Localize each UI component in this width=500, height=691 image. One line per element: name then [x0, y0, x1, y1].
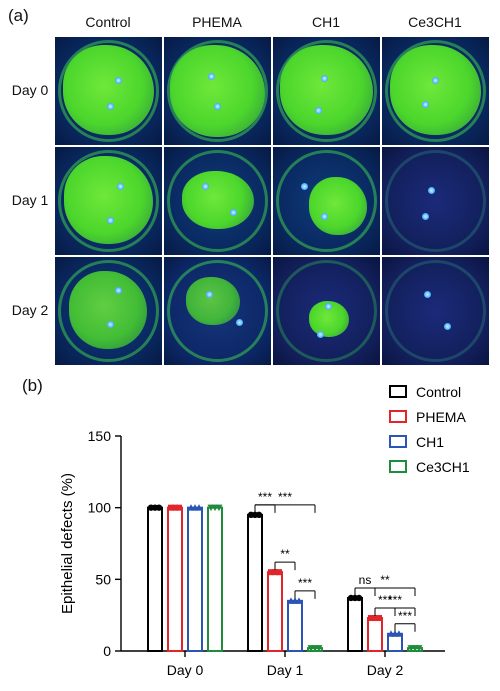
- legend-swatch: [389, 410, 407, 423]
- y-tick-label: 150: [88, 428, 112, 444]
- eye-photo-ch1-day1: [273, 147, 380, 255]
- data-point: [315, 645, 323, 652]
- significance-label: **: [280, 547, 290, 561]
- eye-photo-ce3ch1-day2: [382, 257, 489, 365]
- data-point: [195, 504, 203, 511]
- bar-control: [347, 596, 363, 652]
- legend-item-control: Control: [389, 384, 461, 400]
- eye-photo-ch1-day0: [273, 37, 380, 145]
- panel-a-label: (a): [8, 6, 29, 25]
- bar-phema: [167, 506, 183, 652]
- significance-bracket: ***: [374, 593, 396, 617]
- legend-label: PHEMA: [416, 409, 466, 425]
- eye-photo-phema-day1: [164, 147, 271, 255]
- significance-bracket: **: [354, 573, 416, 596]
- y-tick-label: 100: [88, 500, 112, 516]
- significance-annotations: *** ******** ns ***********: [254, 490, 416, 632]
- data-point: [215, 504, 223, 512]
- bar-phema: [367, 617, 383, 653]
- bar-control: [147, 506, 163, 652]
- legend-item-ch1: CH1: [389, 434, 444, 450]
- eye-photo-phema-day0: [164, 37, 271, 145]
- eye-photo-control-day1: [55, 147, 162, 255]
- legend-label: Ce3CH1: [416, 459, 470, 475]
- significance-bracket: ***: [294, 576, 316, 599]
- bar-ch1: [287, 599, 303, 652]
- x-tick-label: Day 0: [167, 662, 204, 678]
- x-tick-label: Day 2: [367, 662, 404, 678]
- bar-chart-epithelial-defects: 0 50 100 150 Epithelial defects (%) Day 0 Day …: [59, 384, 470, 678]
- eye-photo-phema-day2: [164, 257, 271, 365]
- legend-label: Control: [416, 384, 461, 400]
- legend-item-phema: PHEMA: [389, 409, 466, 425]
- significance-label: ns: [359, 573, 372, 587]
- data-point: [276, 569, 282, 576]
- bar-ch1: [187, 506, 203, 652]
- column-header-ce3ch1: Ce3CH1: [408, 14, 462, 30]
- significance-bracket: **: [274, 547, 296, 571]
- data-point: [272, 569, 278, 576]
- significance-bracket: ns: [354, 573, 376, 596]
- data-point: [255, 511, 263, 519]
- legend-label: CH1: [416, 434, 444, 450]
- y-axis-label: Epithelial defects (%): [59, 473, 76, 614]
- significance-label: ***: [378, 593, 392, 607]
- data-point: [176, 504, 182, 511]
- data-point: [395, 630, 403, 637]
- significance-label: **: [380, 573, 390, 587]
- significance-bracket: ***: [254, 490, 316, 513]
- legend-swatch: [389, 460, 407, 473]
- row-header-day2: Day 2: [11, 302, 49, 318]
- eye-photo-ch1-day2: [273, 257, 380, 365]
- bar-ce3ch1: [207, 506, 223, 652]
- eye-photo-control-day0: [55, 37, 162, 145]
- eye-photo-ce3ch1-day1: [382, 147, 489, 255]
- chart-legend: Control PHEMA CH1 Ce3CH1: [389, 384, 470, 475]
- data-point: [415, 645, 423, 652]
- legend-swatch: [389, 385, 407, 398]
- column-header-control: Control: [85, 14, 131, 30]
- significance-bracket: ***: [394, 609, 416, 632]
- eye-photo-control-day2: [55, 257, 162, 365]
- significance-label: ***: [298, 576, 312, 590]
- panel-b-label: (b): [22, 376, 43, 395]
- significance-label: ***: [258, 490, 272, 504]
- significance-label: ***: [388, 593, 402, 607]
- data-point: [168, 504, 174, 511]
- data-point: [372, 615, 378, 622]
- chart-axes: 0 50 100 150 Epithelial defects (%) Day 0 Day …: [59, 428, 445, 678]
- row-header-day0: Day 0: [11, 82, 49, 98]
- chart-bars: [147, 504, 423, 653]
- legend-item-ce3ch1: Ce3CH1: [389, 459, 470, 475]
- y-tick-label: 0: [103, 643, 111, 659]
- bar-control: [247, 513, 263, 652]
- data-point: [295, 597, 303, 604]
- column-header-phema: PHEMA: [192, 14, 242, 30]
- data-point: [172, 504, 178, 511]
- data-point: [268, 569, 274, 576]
- significance-bracket: ***: [254, 490, 276, 513]
- y-tick-label: 50: [95, 571, 111, 587]
- significance-label: ***: [278, 490, 292, 504]
- bar-phema: [267, 571, 283, 653]
- data-point: [368, 615, 374, 622]
- x-tick-label: Day 1: [267, 662, 304, 678]
- data-point: [376, 615, 382, 622]
- data-point: [355, 594, 363, 602]
- row-header-day1: Day 1: [11, 192, 49, 208]
- legend-swatch: [389, 435, 407, 448]
- column-header-ch1: CH1: [311, 14, 340, 30]
- data-point: [155, 504, 163, 511]
- significance-label: ***: [398, 609, 412, 623]
- eye-photo-ce3ch1-day0: [382, 37, 489, 145]
